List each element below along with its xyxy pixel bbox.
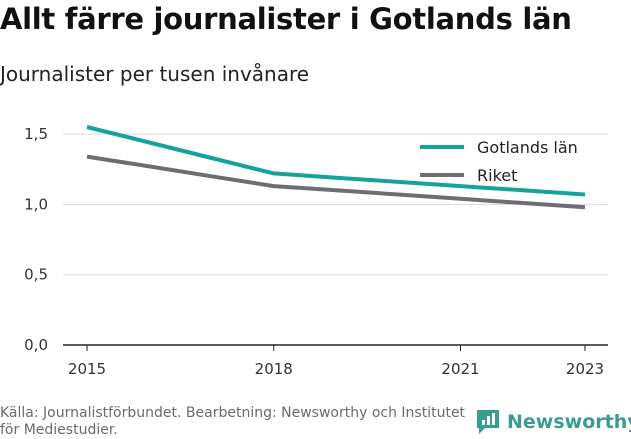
legend-label: Riket [477,166,517,185]
y-tick-label: 1,5 [24,125,48,143]
y-tick-label: 1,0 [24,195,48,213]
x-tick-label: 2015 [68,360,106,378]
logo-text: Newsworthy [507,411,631,433]
newsworthy-logo-icon [477,410,499,434]
y-tick-label: 0,5 [24,266,48,284]
x-tick-label: 2018 [255,360,293,378]
chart-title: Allt färre journalister i Gotlands län [0,2,572,36]
source-note: Källa: Journalistförbundet. Bearbetning:… [0,405,466,438]
legend-label: Gotlands län [477,138,578,157]
y-tick-label: 0,0 [24,336,48,354]
series-line-riket [86,154,586,210]
series-line-gotlands-län [86,125,586,197]
x-tick-label: 2023 [566,360,604,378]
line-chart: 0,0 0,5 1,0 1,5 2015 2018 2021 2023 Gotlands län… [24,125,608,378]
newsworthy-logo: Newsworthy [475,406,631,438]
x-tick-label: 2021 [441,360,479,378]
chart-subtitle: Journalister per tusen invånare [0,62,310,86]
